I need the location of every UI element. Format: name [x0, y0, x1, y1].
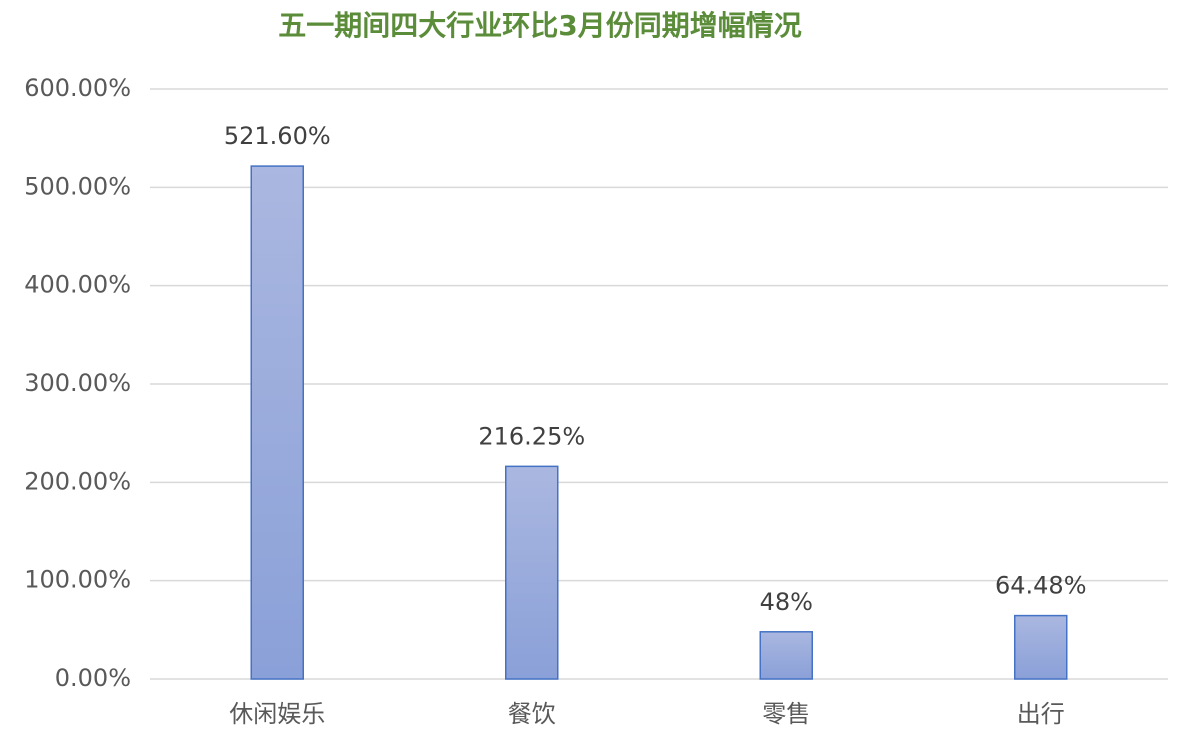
- x-tick-label: 零售: [762, 700, 810, 728]
- y-tick-label: 0.00%: [55, 664, 131, 692]
- y-tick-label: 400.00%: [24, 271, 131, 299]
- x-tick-label: 餐饮: [508, 700, 556, 728]
- x-tick-label: 休闲娱乐: [229, 700, 325, 728]
- data-label: 216.25%: [478, 422, 585, 450]
- data-label: 64.48%: [995, 572, 1087, 600]
- y-tick-label: 200.00%: [24, 467, 131, 495]
- y-tick-label: 500.00%: [24, 172, 131, 200]
- y-tick-label: 100.00%: [24, 566, 131, 594]
- bar: [1014, 614, 1068, 680]
- y-tick-label: 600.00%: [24, 74, 131, 102]
- y-tick-label: 300.00%: [24, 369, 131, 397]
- bar: [505, 465, 559, 680]
- data-label: 521.60%: [224, 122, 331, 150]
- bar: [759, 631, 813, 680]
- x-tick-label: 出行: [1017, 700, 1065, 728]
- bar: [250, 165, 304, 680]
- chart-title: 五一期间四大行业环比3月份同期增幅情况: [278, 9, 802, 42]
- data-label: 48%: [760, 588, 813, 616]
